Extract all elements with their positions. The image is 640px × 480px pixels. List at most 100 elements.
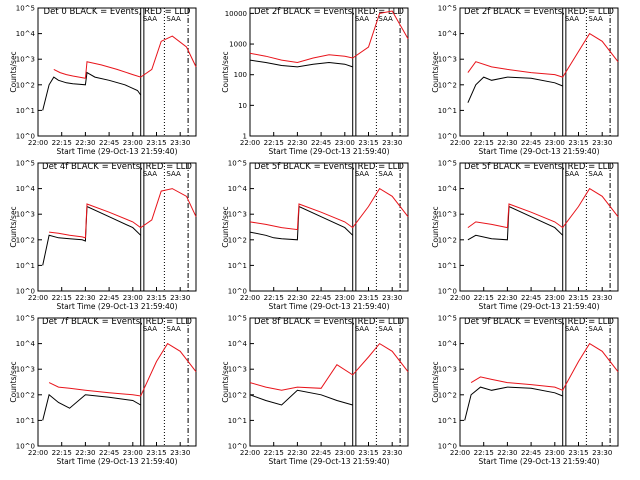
plot-frame <box>37 162 197 292</box>
y-tick-label: 10^4 <box>16 30 36 38</box>
events-series-line <box>467 76 563 103</box>
x-tick-label: 22:00 <box>240 294 260 302</box>
chart-title: Det 9f BLACK = Events, RED = LLD <box>464 317 614 327</box>
chart-panel-5: Det 5f BLACK = Events, RED = LLD 22:00 22:… <box>431 160 619 311</box>
x-tick-label: 22:45 <box>311 449 331 457</box>
chart-title: Det 7f BLACK = Events, RED = LLD <box>42 317 192 327</box>
x-tick-label: 23:00 <box>335 139 355 147</box>
events-series-line <box>249 59 353 68</box>
chart-panel-0: Det 0 BLACK = Events, RED = LLD 22:00 22:1… <box>9 5 197 156</box>
x-tick-label: 23:15 <box>358 139 378 147</box>
x-tick-label: 22:30 <box>497 139 517 147</box>
chart-title: Det 2f BLACK = Events, RED = LLD <box>254 7 404 17</box>
chart-title: Det 5f BLACK = Events, RED = LLD <box>464 162 614 172</box>
lld-series-line <box>53 35 197 79</box>
x-tick-label: 23:30 <box>170 449 190 457</box>
y-tick-label: 10^3 <box>16 366 35 374</box>
x-tick-label: 23:30 <box>592 139 612 147</box>
y-axis-label: Counts/sec <box>221 361 230 402</box>
x-tick-label: 23:15 <box>146 139 166 147</box>
lld-series-line <box>49 188 197 239</box>
y-tick-label: 10^2 <box>438 81 457 89</box>
y-axis-label: Counts/sec <box>221 206 230 247</box>
y-tick-label: 10^2 <box>438 236 457 244</box>
y-tick-label: 10^3 <box>438 56 457 64</box>
y-tick-label: 10^4 <box>228 185 248 193</box>
y-tick-label: 10^3 <box>16 211 35 219</box>
x-tick-label: 23:00 <box>545 139 565 147</box>
y-tick-label: 10^0 <box>438 443 457 451</box>
y-tick-label: 10^4 <box>438 340 458 348</box>
x-tick-label: 23:00 <box>123 294 143 302</box>
saa-annotation: SAA <box>588 325 603 333</box>
x-tick-label: 22:00 <box>240 449 260 457</box>
x-tick-label: 22:00 <box>450 294 470 302</box>
x-axis-label: Start Time (29-Oct-13 21:59:40) <box>56 457 177 466</box>
y-tick-label: 10^5 <box>228 315 247 323</box>
x-tick-label: 23:30 <box>592 294 612 302</box>
events-series-line <box>249 205 354 241</box>
events-series-line <box>42 393 141 421</box>
y-tick-label: 100 <box>234 71 247 79</box>
saa-annotation: SAA <box>378 325 393 333</box>
lld-series-line <box>470 342 619 391</box>
y-tick-label: 10^0 <box>16 133 35 141</box>
x-tick-label: 22:45 <box>99 139 119 147</box>
y-tick-label: 10^5 <box>438 5 457 13</box>
y-tick-label: 10000 <box>225 10 247 18</box>
y-tick-label: 10^2 <box>16 236 35 244</box>
x-tick-label: 22:45 <box>521 139 541 147</box>
chart-panel-7: Det 8f BLACK = Events, RED = LLD 22:00 22:… <box>221 315 409 466</box>
y-tick-label: 10^2 <box>438 391 457 399</box>
y-tick-label: 10^1 <box>438 262 457 270</box>
x-tick-label: 22:00 <box>450 449 470 457</box>
lld-series-line <box>249 342 409 391</box>
x-tick-label: 22:30 <box>287 449 307 457</box>
plot-frame <box>459 162 619 292</box>
x-tick-label: 22:15 <box>52 294 72 302</box>
x-tick-label: 22:30 <box>75 139 95 147</box>
y-axis-label: Counts/sec <box>431 361 440 402</box>
lld-series-line <box>249 10 409 64</box>
x-tick-label: 22:15 <box>474 139 494 147</box>
chart-panel-2: Det 2f BLACK = Events, RED = LLD 22:00 22:… <box>431 5 619 156</box>
x-tick-label: 22:45 <box>311 294 331 302</box>
x-tick-label: 23:15 <box>146 449 166 457</box>
saa-annotation: SAA <box>378 15 393 23</box>
plot-frame <box>459 317 619 447</box>
events-series-line <box>464 386 563 421</box>
x-tick-label: 22:45 <box>311 139 331 147</box>
chart-title: Det 0 BLACK = Events, RED = LLD <box>44 7 191 17</box>
y-tick-label: 10^3 <box>16 56 35 64</box>
saa-annotation: SAA <box>588 15 603 23</box>
y-axis-label: Counts/sec <box>9 206 18 247</box>
x-axis-label: Start Time (29-Oct-13 21:59:40) <box>478 147 599 156</box>
x-tick-label: 22:30 <box>75 294 95 302</box>
y-tick-label: 10^5 <box>228 160 247 168</box>
saa-annotation: SAA <box>166 15 181 23</box>
x-tick-label: 23:15 <box>358 294 378 302</box>
chart-title: Det 8f BLACK = Events, RED = LLD <box>254 317 404 327</box>
y-tick-label: 10^4 <box>228 340 248 348</box>
plot-frame <box>37 7 197 137</box>
x-tick-label: 23:30 <box>170 294 190 302</box>
saa-annotation: SAA <box>565 15 580 23</box>
saa-annotation: SAA <box>565 325 580 333</box>
y-tick-label: 10^4 <box>16 340 36 348</box>
saa-annotation: SAA <box>355 325 370 333</box>
chart-panel-3: Det 4f BLACK = Events, RED = LLD 22:00 22:… <box>9 160 197 311</box>
y-axis-label: Counts/sec <box>221 51 230 92</box>
x-tick-label: 23:30 <box>382 449 402 457</box>
saa-annotation: SAA <box>565 170 580 178</box>
saa-annotation: SAA <box>143 325 158 333</box>
x-tick-label: 23:30 <box>382 294 402 302</box>
y-tick-label: 10^5 <box>16 315 35 323</box>
y-tick-label: 10^5 <box>16 5 35 13</box>
chart-panel-8: Det 9f BLACK = Events, RED = LLD 22:00 22:… <box>431 315 619 466</box>
y-tick-label: 10^5 <box>438 315 457 323</box>
y-tick-label: 10^0 <box>16 288 35 296</box>
saa-annotation: SAA <box>355 170 370 178</box>
chart-title: Det 2f BLACK = Events, RED = LLD <box>464 7 614 17</box>
y-tick-label: 10^1 <box>228 417 247 425</box>
